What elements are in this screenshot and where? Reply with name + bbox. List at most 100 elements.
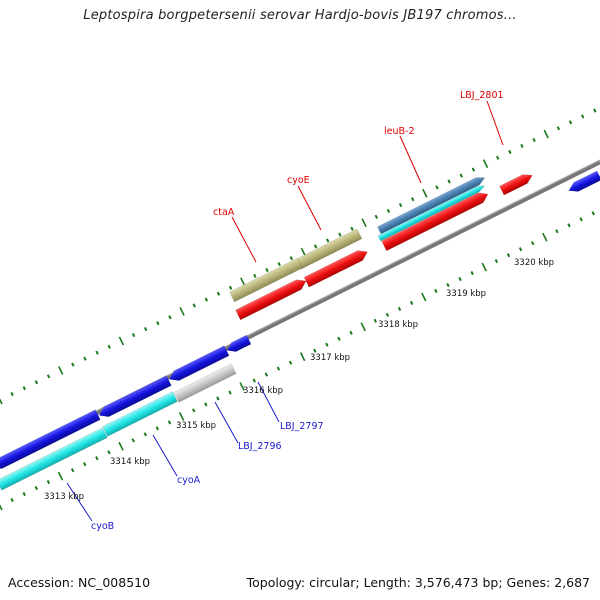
feature-leuB-2[interactable] — [381, 189, 491, 252]
upper-row-tick — [131, 332, 136, 338]
upper-row-tick — [10, 392, 14, 397]
feature-LBJ_2797[interactable] — [225, 334, 252, 355]
upper-row-tick — [386, 208, 391, 214]
feature-cyoB-cyan[interactable] — [0, 427, 108, 491]
gene-features — [0, 170, 600, 491]
lower-row-tick — [531, 241, 535, 246]
leader-LBJ_2796 — [214, 401, 239, 444]
upper-row-tick — [34, 380, 39, 385]
leader-leuB-2 — [399, 135, 422, 184]
feature-cyoB[interactable] — [0, 409, 101, 472]
lower-row-tick — [228, 390, 232, 395]
lower-row-tick — [70, 468, 75, 473]
upper-row-tick — [543, 129, 549, 139]
lower-row-tick — [95, 456, 99, 461]
upper-row-tick — [95, 350, 99, 355]
upper-row-tick — [83, 356, 87, 361]
leader-cyoA — [152, 434, 178, 477]
feature-ctaA[interactable] — [235, 276, 309, 321]
lower-row-tick — [385, 312, 390, 317]
label-leaders — [66, 100, 504, 522]
tick-label-3316: 3316 kbp — [243, 386, 283, 396]
map-title: Leptospira borgpetersenii serovar Hardjo… — [83, 8, 517, 23]
feature-blue-mid[interactable] — [167, 345, 230, 384]
upper-row-tick — [58, 366, 64, 375]
upper-row-tick — [253, 273, 257, 278]
upper-row-tick — [361, 218, 367, 228]
feature-steel-top[interactable] — [377, 174, 486, 235]
backbone-line — [0, 159, 600, 464]
upper-row-tick — [471, 167, 476, 172]
lower-row-tick — [397, 306, 402, 311]
tick-label-3317: 3317 kbp — [310, 353, 350, 363]
lower-row-tick — [22, 491, 26, 497]
lower-row-tick — [239, 382, 245, 391]
lower-row-tick — [178, 412, 185, 421]
lower-row-tick — [264, 372, 269, 377]
lower-row-tick — [252, 378, 256, 383]
lower-row-tick — [276, 366, 281, 371]
upper-row-tick — [508, 149, 512, 154]
leader-cyoE — [297, 185, 322, 231]
tick-label-3313: 3313 kbp — [44, 492, 84, 502]
lower-row-tick — [542, 232, 548, 242]
lower-row-tick — [337, 336, 341, 341]
upper-row-tick — [179, 306, 185, 316]
lower-row-tick — [0, 504, 3, 511]
lower-row-tick — [57, 471, 64, 481]
upper-row-tick — [350, 226, 354, 231]
lower-row-tick — [325, 342, 329, 347]
upper-row-tick — [459, 173, 463, 178]
backbone-line-highlight — [0, 159, 600, 460]
upper-row-tick — [192, 303, 196, 308]
lower-row-tick — [107, 450, 111, 455]
upper-row-tick — [216, 291, 221, 296]
upper-row-tick — [71, 362, 75, 367]
gene-label-LBJ_2801[interactable]: LBJ_2801 — [460, 90, 504, 101]
gene-label-LBJ_2796[interactable]: LBJ_2796 — [238, 441, 282, 452]
feature-ctaA-olive[interactable] — [229, 257, 303, 303]
lower-row-tick — [313, 348, 317, 353]
lower-row-tick — [131, 438, 135, 443]
upper-row-tick — [422, 188, 428, 198]
lower-row-tick — [360, 322, 366, 332]
upper-row-tick — [411, 197, 415, 202]
gene-label-LBJ_2797[interactable]: LBJ_2797 — [280, 421, 324, 432]
upper-row-tick — [482, 159, 489, 169]
upper-row-tick — [338, 232, 342, 237]
upper-row-tick — [568, 120, 573, 125]
tick-rows — [0, 108, 597, 511]
upper-row-tick — [204, 297, 209, 302]
accession-text: Accession: NC_008510 — [8, 575, 151, 590]
gene-label-cyoA[interactable]: cyoA — [177, 475, 201, 486]
feature-cyan-top[interactable] — [377, 183, 486, 242]
gene-label-cyoE[interactable]: cyoE — [287, 175, 310, 186]
upper-row-tick — [228, 285, 233, 290]
feature-right-blue[interactable] — [567, 170, 600, 195]
lower-row-tick — [470, 271, 474, 276]
upper-row-tick — [580, 114, 585, 119]
upper-row-tick — [313, 244, 318, 249]
gene-label-ctaA[interactable]: ctaA — [213, 207, 235, 218]
feature-cyoE[interactable] — [303, 247, 370, 288]
gene-label-cyoB[interactable]: cyoB — [91, 521, 114, 532]
upper-row-tick — [46, 374, 51, 379]
feature-blue-cyoA[interactable] — [97, 375, 172, 421]
upper-row-tick — [118, 336, 125, 346]
lower-row-tick — [167, 420, 172, 425]
lower-row-tick — [591, 211, 595, 216]
feature-LBJ_2796[interactable] — [173, 363, 237, 403]
upper-row-tick — [435, 185, 439, 190]
lower-row-tick — [446, 282, 450, 288]
lower-row-tick — [83, 462, 87, 467]
upper-row-tick — [156, 321, 160, 326]
lower-row-tick — [481, 262, 487, 272]
feature-LBJ_2801[interactable] — [499, 171, 535, 196]
upper-row-tick — [532, 138, 536, 143]
gene-label-leuB-2[interactable]: leuB-2 — [384, 126, 415, 137]
upper-row-tick — [496, 155, 500, 160]
feature-cyoA[interactable] — [102, 391, 178, 437]
upper-row-tick — [240, 277, 246, 287]
lower-row-tick — [288, 360, 293, 365]
